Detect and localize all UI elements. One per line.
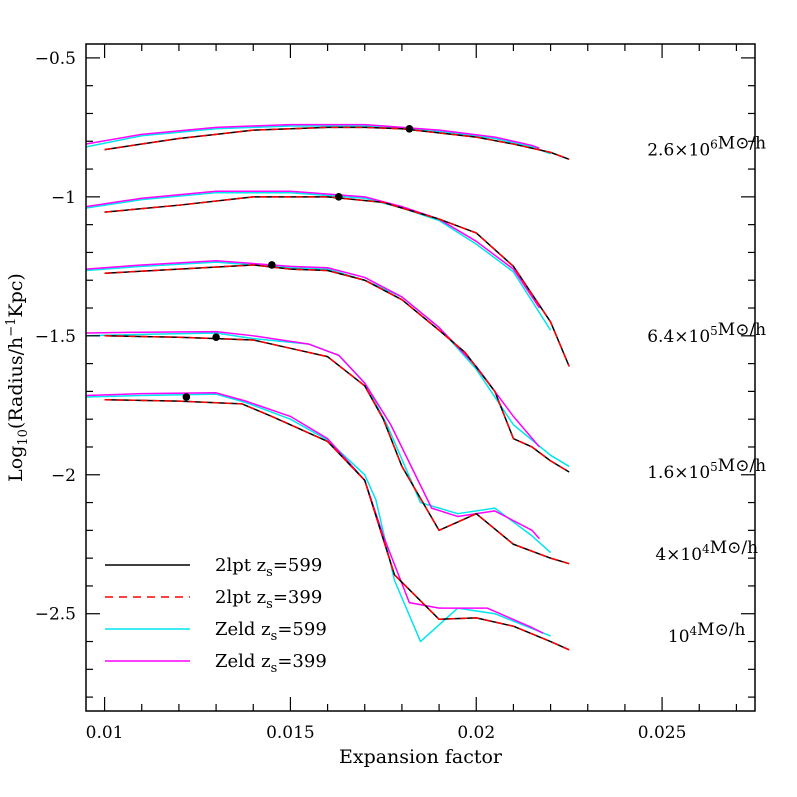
x-tick-label: 0.025: [638, 723, 687, 743]
turnaround-markers: [182, 124, 414, 401]
series-line-zeld-399: [86, 123, 540, 149]
series-line-2lpt-599: [104, 264, 570, 473]
mass-label: 6.4×105M⊙/h: [647, 320, 766, 347]
x-tick-label: 0.02: [457, 723, 495, 743]
series-line-2lpt-399: [104, 398, 570, 651]
plot-frame: [85, 43, 756, 712]
y-tick-label: −1: [51, 188, 76, 208]
x-axis-label: Expansion factor: [339, 746, 503, 768]
tick-labels: 0.01 0.015 0.02 0.025 −0.5 −1 −1.5 −2 −2.5: [35, 49, 687, 743]
x-tick-label: 0.015: [266, 723, 315, 743]
mass-labels: 2.6×106M⊙/h 6.4×105M⊙/h 1.6×105M⊙/h 4×104M⊙…: [647, 134, 766, 647]
mass-label: 4×104M⊙/h: [655, 538, 758, 565]
y-tick-label: −2.5: [35, 605, 76, 625]
legend: 2lpt zs=599 2lpt zs=399 Zeld zs=599 Zeld zs…: [105, 555, 327, 676]
y-tick-label: −0.5: [35, 49, 76, 69]
turnaround-marker: [212, 333, 220, 342]
series-line-zeld-599: [86, 191, 552, 331]
series-line-2lpt-599: [104, 335, 570, 565]
turnaround-marker: [268, 261, 276, 269]
x-tick-label: 0.01: [86, 723, 124, 743]
series-line-zeld-599: [86, 261, 570, 468]
series-line-2lpt-399: [104, 264, 570, 473]
series-line-zeld-599: [86, 125, 551, 155]
y-tick-label: −1.5: [35, 327, 76, 347]
legend-label: Zeld zs=399: [215, 651, 327, 676]
legend-label: 2lpt zs=399: [215, 587, 322, 612]
turnaround-marker: [405, 124, 414, 133]
series-line-2lpt-399: [104, 126, 570, 161]
mass-label: 1.6×105M⊙/h: [647, 456, 766, 483]
series-line-zeld-399: [86, 190, 541, 309]
legend-label: 2lpt zs=599: [215, 555, 322, 580]
y-axis-label: Log10(Radius/h−1Kpc): [4, 273, 31, 482]
series-line-2lpt-599: [104, 398, 570, 651]
series-line-2lpt-399: [104, 196, 570, 367]
plot-lines: [86, 123, 570, 651]
turnaround-marker: [182, 393, 191, 401]
series-line-zeld-399: [86, 330, 540, 540]
mass-label: 2.6×106M⊙/h: [647, 134, 766, 161]
axis-ticks: [86, 44, 755, 711]
turnaround-marker: [334, 193, 343, 201]
series-line-zeld-599: [86, 332, 552, 554]
series-line-2lpt-599: [104, 196, 570, 367]
y-tick-label: −2: [51, 466, 76, 486]
legend-label: Zeld zs=599: [215, 619, 327, 644]
mass-label: 104M⊙/h: [668, 620, 746, 647]
